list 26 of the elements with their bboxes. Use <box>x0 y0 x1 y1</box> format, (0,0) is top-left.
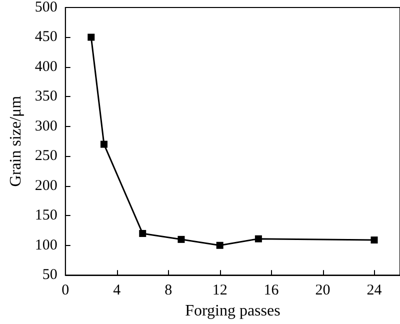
y-tick-label: 400 <box>34 58 58 75</box>
x-axis-title: Forging passes <box>185 302 280 320</box>
x-tick-label: 20 <box>315 282 330 299</box>
x-tick-label: 16 <box>264 282 280 299</box>
y-tick-label: 100 <box>34 237 58 254</box>
x-tick-label: 8 <box>164 282 172 299</box>
y-tick-label: 450 <box>34 29 58 46</box>
point <box>216 242 224 249</box>
x-tick-label: 4 <box>113 282 122 299</box>
y-tick-label: 300 <box>34 118 58 134</box>
y-tick-label: 200 <box>34 178 58 194</box>
x-tick-label: 24 <box>366 282 382 299</box>
point <box>370 236 378 244</box>
y-tick-label: 150 <box>34 208 58 224</box>
point <box>139 230 146 237</box>
y-tick-label: 500 <box>34 0 58 16</box>
x-tick-label: 12 <box>212 282 228 299</box>
point <box>254 235 262 242</box>
point <box>100 140 108 148</box>
y-tick-label: 50 <box>42 267 58 284</box>
point <box>178 236 185 243</box>
y-tick-label: 250 <box>34 148 58 164</box>
point <box>88 34 95 41</box>
y-tick-label: 350 <box>34 88 58 105</box>
x-tick-label: 0 <box>62 282 70 299</box>
y-axis-title: Grain size/μm <box>8 95 24 187</box>
